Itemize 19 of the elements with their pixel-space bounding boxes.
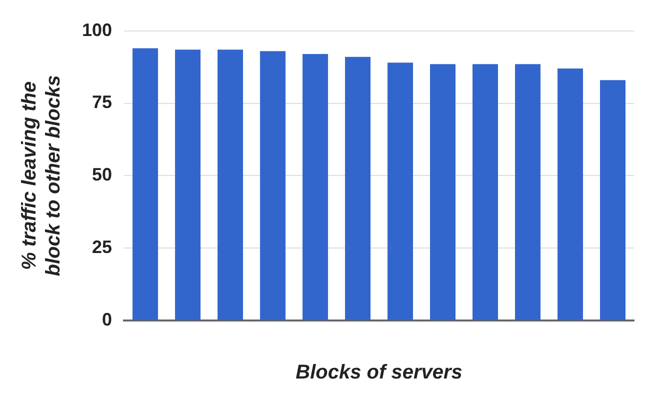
bar	[388, 62, 414, 320]
bar	[132, 48, 158, 320]
y-tick-label: 25	[92, 237, 112, 258]
y-axis-title: % traffic leaving the block to other blocks	[18, 75, 65, 276]
y-tick-label: 75	[92, 92, 112, 112]
bar	[175, 50, 201, 320]
bar	[260, 51, 286, 320]
bar	[430, 64, 456, 320]
bar	[218, 50, 244, 320]
y-tick-label: 100	[82, 20, 112, 40]
bar	[600, 80, 626, 320]
bar	[345, 56, 371, 320]
y-tick-label: 50	[92, 164, 112, 185]
bar	[302, 54, 328, 320]
bar	[515, 64, 541, 320]
x-axis-title: Blocks of servers	[296, 362, 462, 384]
y-tick-label: 0	[102, 310, 112, 330]
bar	[558, 68, 584, 320]
bar	[472, 64, 498, 320]
